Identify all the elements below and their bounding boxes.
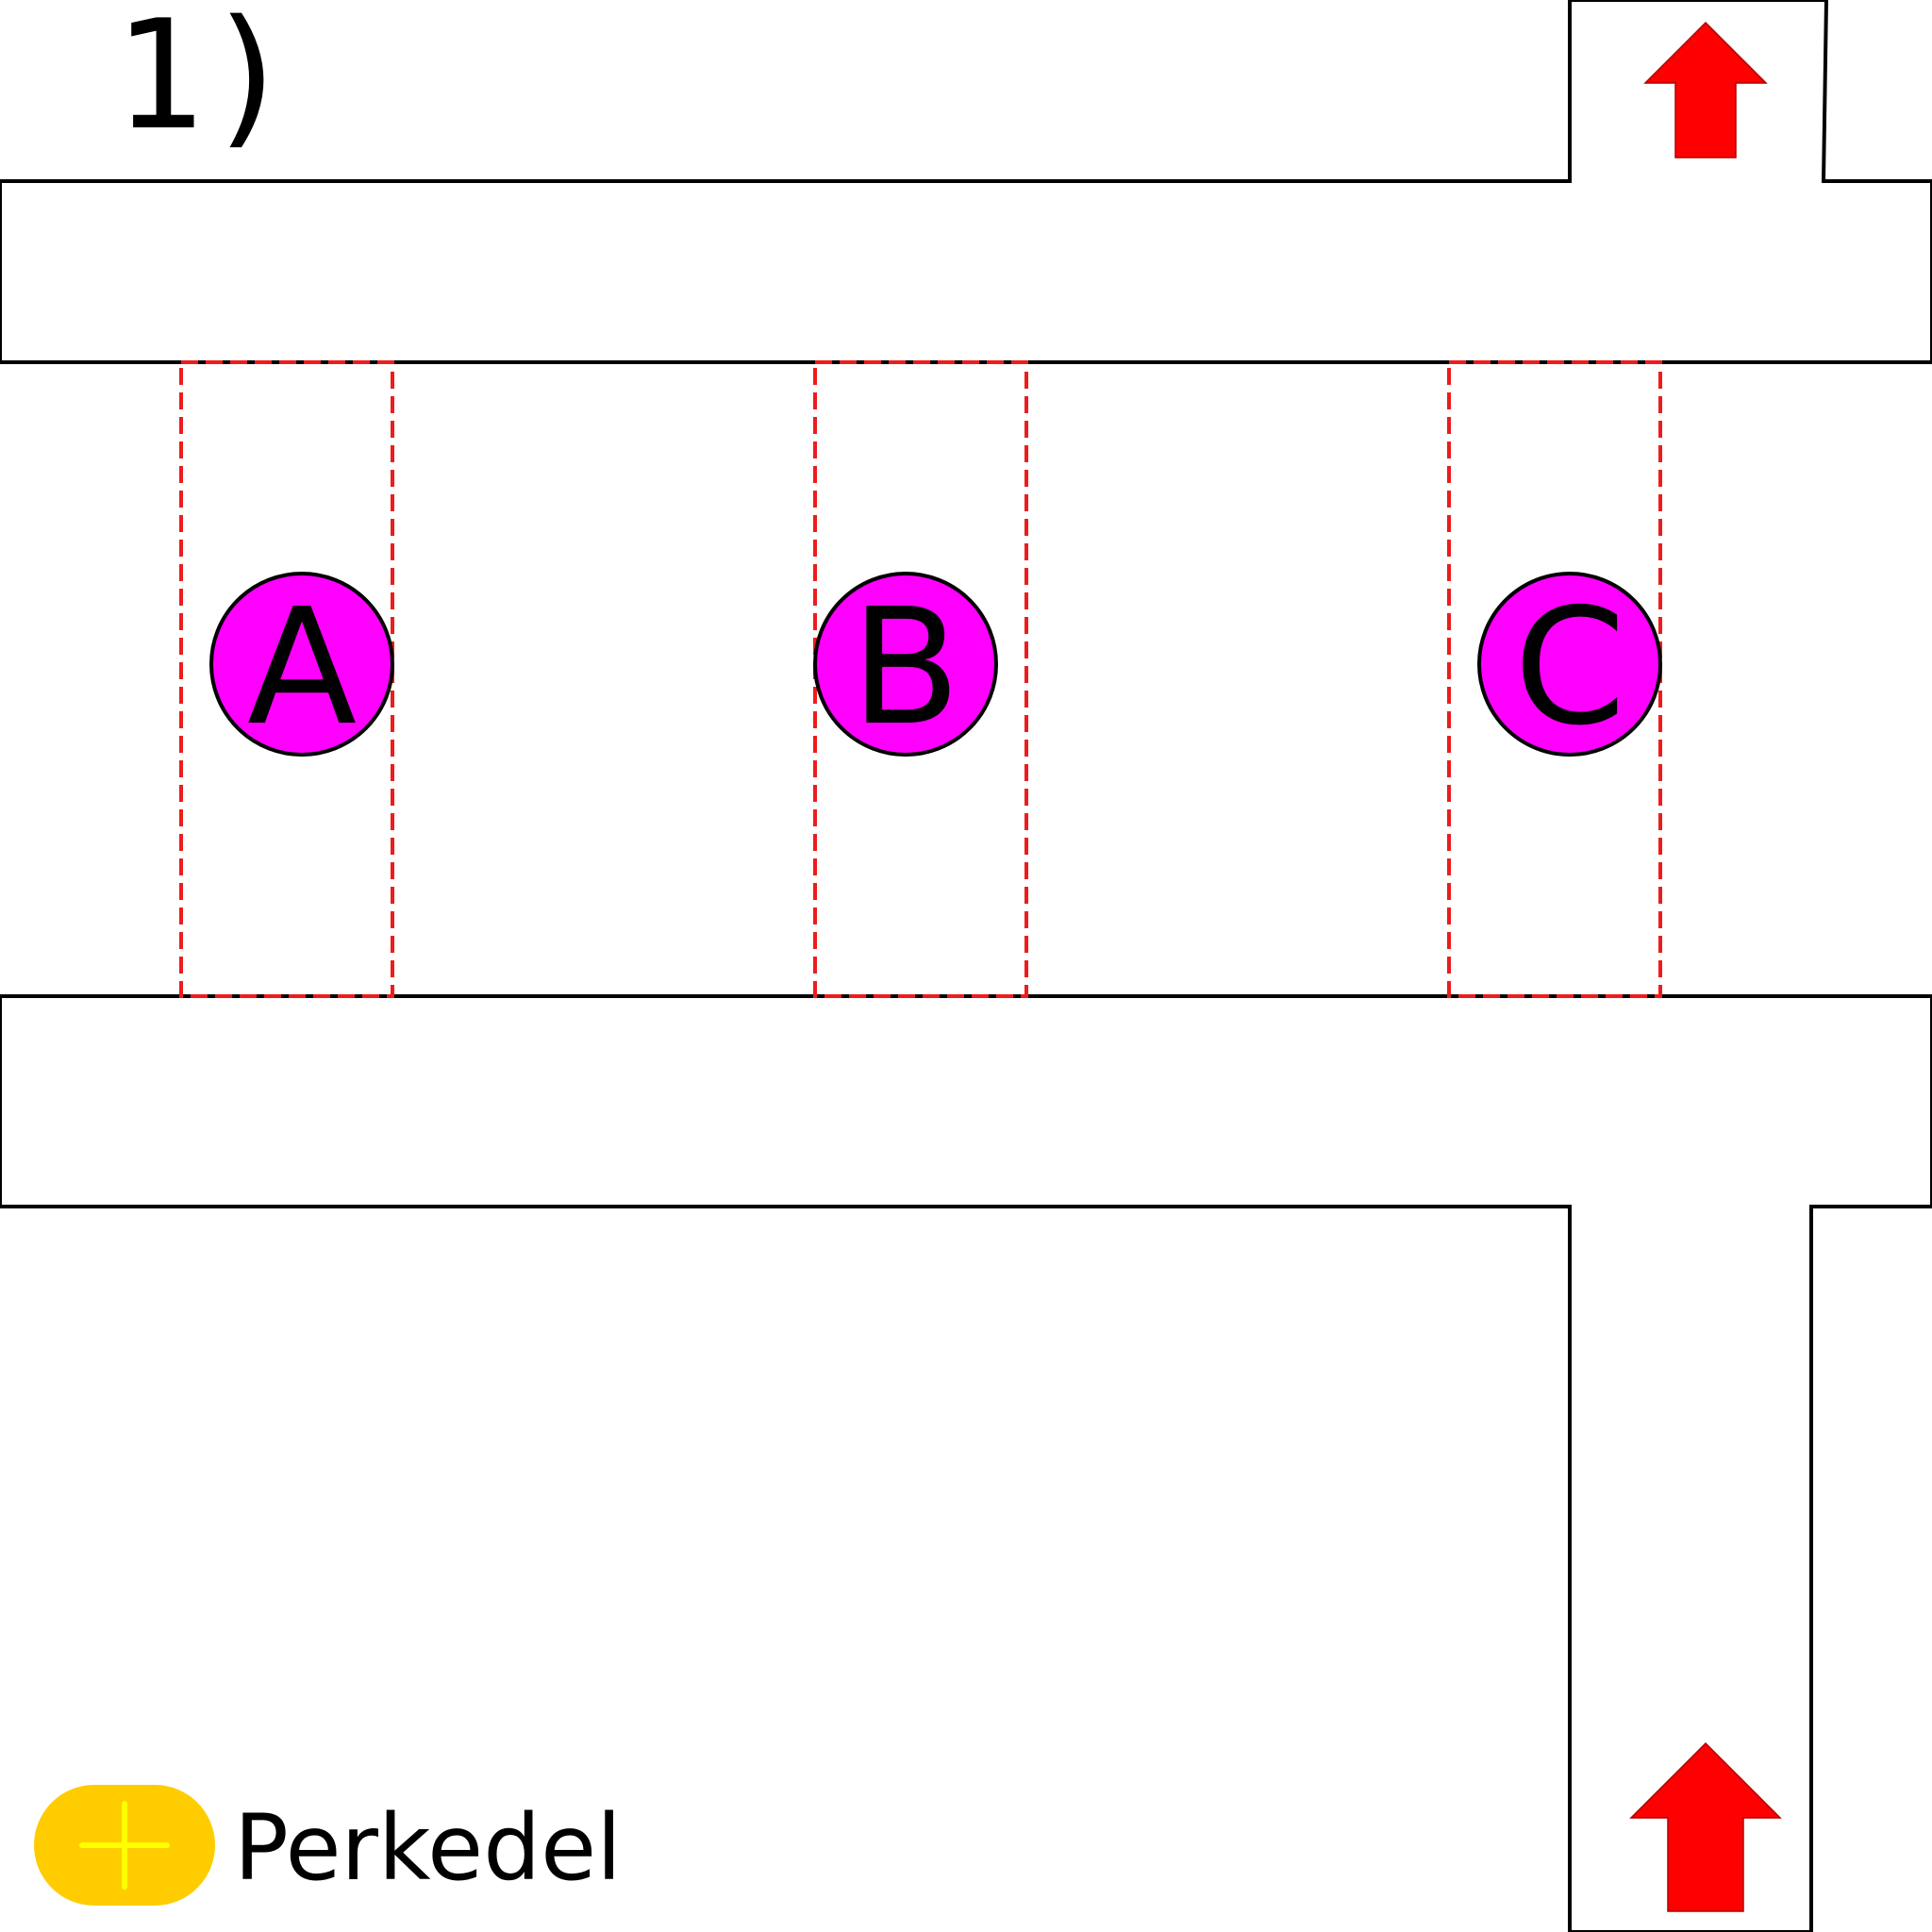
bottom-road bbox=[0, 994, 1932, 1932]
exit-arrow-up-icon bbox=[1643, 21, 1768, 158]
vehicle-legend: Perkedel bbox=[34, 1785, 622, 1906]
zone-a-marker[interactable]: A bbox=[209, 572, 394, 761]
zone-a-label: A bbox=[247, 575, 357, 761]
zone-c-label: C bbox=[1514, 575, 1626, 761]
entry-arrow-up-icon bbox=[1629, 1741, 1782, 1912]
zone-b-label: B bbox=[851, 575, 961, 761]
top-road bbox=[0, 0, 1932, 364]
zone-b-marker[interactable]: B bbox=[813, 572, 998, 761]
vehicle-label: Perkedel bbox=[234, 1795, 622, 1901]
plus-icon bbox=[79, 1801, 170, 1890]
diagram-title: 1) bbox=[113, 0, 295, 163]
zone-c-marker[interactable]: C bbox=[1477, 572, 1662, 761]
